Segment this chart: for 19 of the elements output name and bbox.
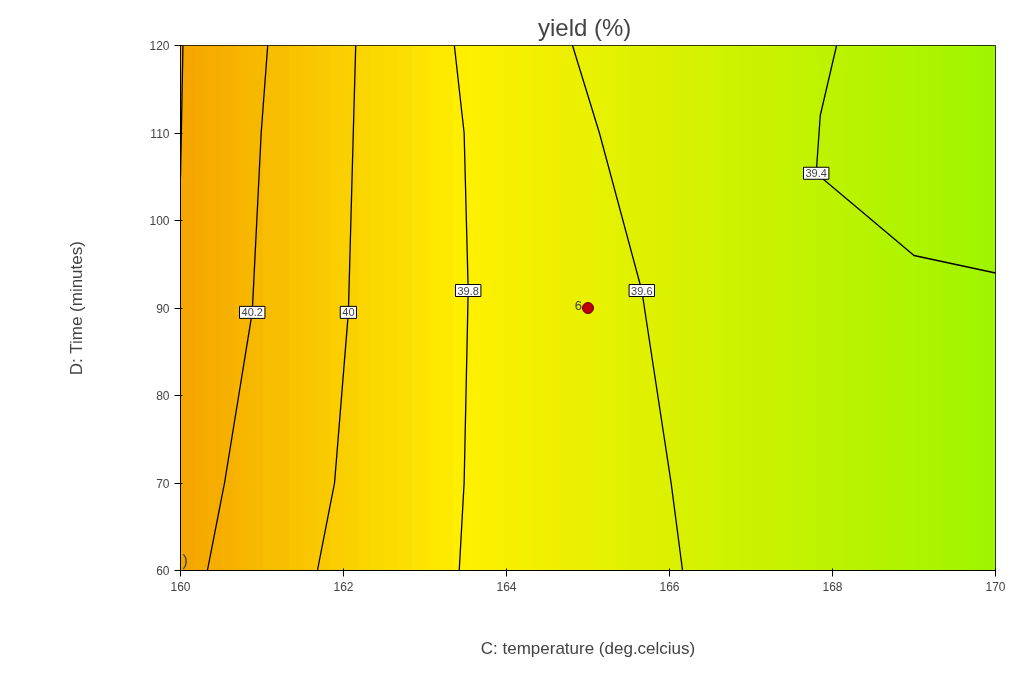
y-tick-label: 120 xyxy=(149,39,170,53)
series-label: 6 xyxy=(574,298,582,313)
x-tick-label: 166 xyxy=(659,579,680,594)
x-axis-title: C: temperature (deg.celcius) xyxy=(480,638,696,658)
y-tick-label: 90 xyxy=(156,301,170,316)
x-tick-label: 164 xyxy=(496,579,517,594)
series-label: 40 xyxy=(342,306,355,319)
y-tick-label: 110 xyxy=(150,126,170,141)
annotation: ) xyxy=(182,551,188,569)
x-tick-label: 160 xyxy=(170,579,191,594)
y-tick-label: 80 xyxy=(156,389,170,403)
y-axis-title: D: Time (minutes) xyxy=(67,241,87,376)
y-tick-label: 70 xyxy=(156,476,170,491)
chart-title: yield (%) xyxy=(537,13,632,41)
x-tick-label: 170 xyxy=(985,579,1006,594)
x-tick-label: 162 xyxy=(333,579,354,594)
y-tick-label: 60 xyxy=(156,564,170,578)
y-tick-label: 100 xyxy=(149,214,170,228)
x-tick-label: 168 xyxy=(822,579,843,594)
